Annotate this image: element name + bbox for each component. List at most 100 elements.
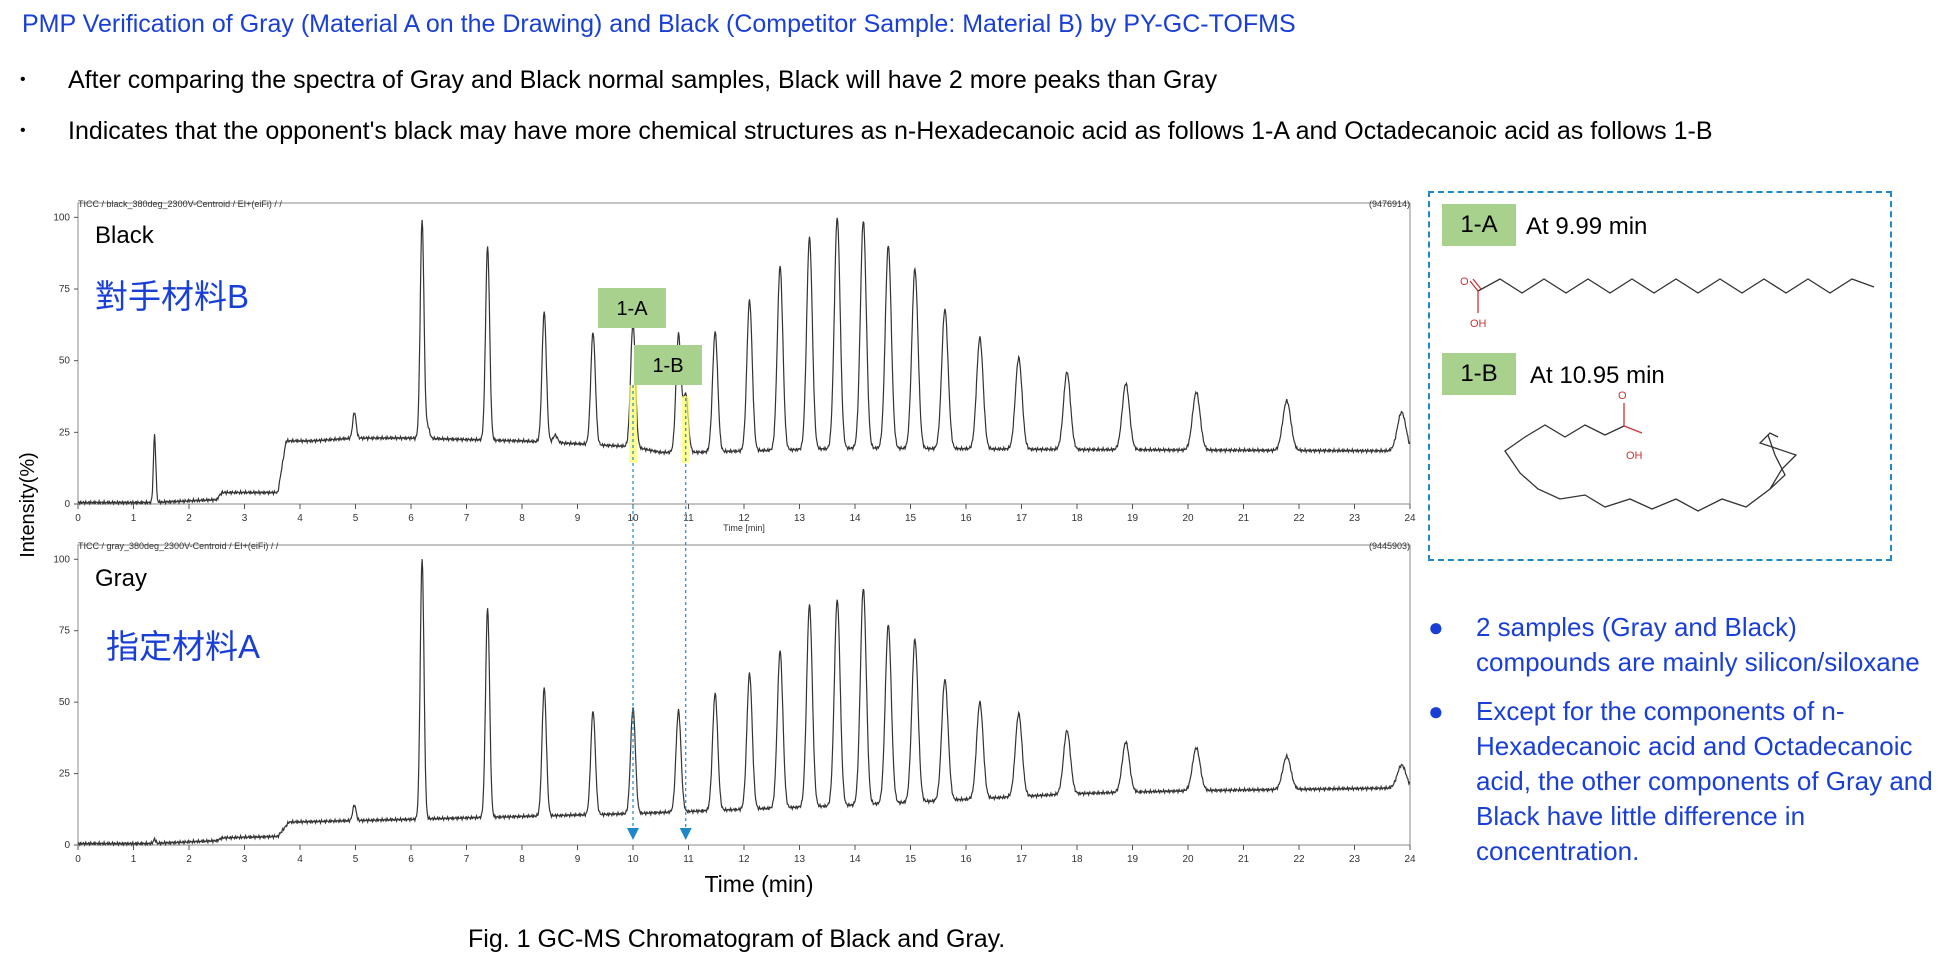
bullet-dot-icon: ●: [1428, 696, 1444, 726]
plot-frame: [77, 544, 1411, 846]
marker-tag-1b-label: 1-B: [652, 355, 683, 377]
y-tick-label: 100: [53, 212, 70, 223]
x-tick-label: 14: [849, 854, 861, 865]
x-tick-label: 3: [242, 854, 248, 865]
x-tick-label: 19: [1127, 854, 1139, 865]
x-tick-label: 23: [1349, 854, 1361, 865]
y-tick-label: 50: [59, 356, 71, 367]
y-tick-label: 0: [64, 840, 70, 851]
hydroxyl-label: OH: [1626, 450, 1643, 462]
bullet-dot-icon: ●: [1428, 612, 1444, 642]
note-item: ● 2 samples (Gray and Black) compounds a…: [1428, 610, 1938, 680]
x-tick-label: 9: [575, 513, 581, 524]
y-axis-label: Intensity(%): [17, 452, 39, 558]
x-tick-label: 12: [738, 854, 750, 865]
y-tick-label: 25: [59, 427, 71, 438]
x-tick-label: 24: [1404, 854, 1416, 865]
notes-list: ● 2 samples (Gray and Black) compounds a…: [1428, 610, 1938, 883]
compound-structures-box: 1-A At 9.99 min O OH 1-B At 10.95 min O …: [1428, 191, 1892, 561]
x-tick-label: 8: [519, 513, 525, 524]
sample-label: Black: [95, 222, 155, 249]
y-tick-label: 75: [59, 284, 71, 295]
marker-tag-1a-box: [598, 288, 666, 328]
x-tick-label: 17: [1016, 513, 1028, 524]
panel-header: TICC / black_380deg_2300V-Centroid / EI+…: [78, 199, 282, 209]
x-tick-label: 22: [1293, 513, 1305, 524]
x-tick-label: 1: [131, 513, 137, 524]
arrow-down-icon: [679, 828, 692, 840]
marker-tag-1b-box: [634, 345, 702, 385]
x-tick-label: 18: [1071, 854, 1083, 865]
y-tick-label: 0: [64, 499, 70, 510]
carbonyl-o-label: O: [1460, 276, 1469, 288]
tag-1b: 1-B: [1442, 353, 1516, 395]
x-tick-label: 0: [75, 854, 81, 865]
x-axis-label: Time (min): [704, 871, 813, 897]
figure-caption: Fig. 1 GC-MS Chromatogram of Black and G…: [468, 925, 1006, 953]
x-tick-label: 15: [905, 854, 917, 865]
time-1b: At 10.95 min: [1530, 362, 1665, 389]
x-axis-label-small: Time [min]: [723, 523, 765, 533]
y-tick-label: 75: [59, 626, 71, 637]
x-tick-label: 17: [1016, 854, 1028, 865]
x-tick-label: 4: [297, 513, 303, 524]
x-tick-label: 21: [1238, 854, 1250, 865]
bullet-text: Indicates that the opponent's black may …: [68, 117, 1713, 145]
x-tick-label: 10: [627, 854, 639, 865]
x-tick-label: 6: [408, 854, 414, 865]
x-tick-label: 0: [75, 513, 81, 524]
note-text: Except for the components of n-Hexadecan…: [1476, 696, 1933, 866]
x-tick-label: 20: [1182, 513, 1194, 524]
plot-frame: [77, 202, 1411, 505]
x-tick-label: 7: [464, 513, 470, 524]
x-tick-label: 2: [186, 854, 192, 865]
x-tick-label: 11: [683, 854, 694, 865]
x-tick-label: 20: [1182, 854, 1194, 865]
max-intensity-label: (9445903): [1369, 541, 1410, 551]
x-tick-label: 13: [794, 513, 806, 524]
x-tick-label: 9: [575, 854, 581, 865]
sample-label: Gray: [95, 565, 147, 592]
x-tick-label: 5: [353, 854, 359, 865]
x-tick-label: 5: [353, 513, 359, 524]
material-label: 指定材料A: [106, 628, 260, 665]
x-tick-label: 22: [1293, 854, 1305, 865]
x-tick-label: 4: [297, 854, 303, 865]
note-text: 2 samples (Gray and Black) compounds are…: [1476, 612, 1920, 677]
bullet-dot-icon: •: [20, 71, 26, 88]
time-1a: At 9.99 min: [1526, 213, 1648, 240]
x-tick-label: 7: [464, 854, 470, 865]
bullet-text: After comparing the spectra of Gray and …: [68, 66, 1218, 94]
page-title: PMP Verification of Gray (Material A on …: [22, 10, 1296, 38]
x-tick-label: 14: [849, 513, 861, 524]
octadecanoic-acid-structure: O OH: [1504, 390, 1798, 512]
x-tick-label: 3: [242, 513, 248, 524]
y-tick-label: 100: [53, 554, 70, 565]
x-tick-label: 19: [1127, 513, 1139, 524]
x-tick-label: 16: [960, 513, 972, 524]
max-intensity-label: (9476914): [1369, 199, 1410, 209]
x-tick-label: 1: [131, 854, 137, 865]
x-tick-label: 12: [738, 513, 750, 524]
x-tick-label: 2: [186, 513, 192, 524]
x-tick-label: 24: [1404, 513, 1416, 524]
x-tick-label: 18: [1071, 513, 1083, 524]
panel-header: TICC / gray_380deg_2300V-Centroid / EI+(…: [78, 541, 279, 551]
x-tick-label: 13: [794, 854, 806, 865]
bullet-dot-icon: •: [20, 122, 26, 139]
marker-tag-1a-label: 1-A: [616, 298, 648, 320]
x-tick-label: 11: [683, 513, 694, 524]
x-tick-label: 23: [1349, 513, 1361, 524]
black-trace-line: [77, 217, 1411, 506]
x-tick-label: 6: [408, 513, 414, 524]
x-tick-label: 21: [1238, 513, 1250, 524]
y-tick-label: 25: [59, 769, 71, 780]
note-item: ● Except for the components of n-Hexadec…: [1428, 694, 1938, 869]
arrow-down-icon: [627, 828, 639, 840]
carbonyl-o-label: O: [1618, 390, 1627, 402]
hydroxyl-label: OH: [1470, 318, 1487, 330]
material-label: 對手材料B: [95, 278, 249, 315]
gray-trace-line: [77, 559, 1411, 847]
x-tick-label: 15: [905, 513, 917, 524]
